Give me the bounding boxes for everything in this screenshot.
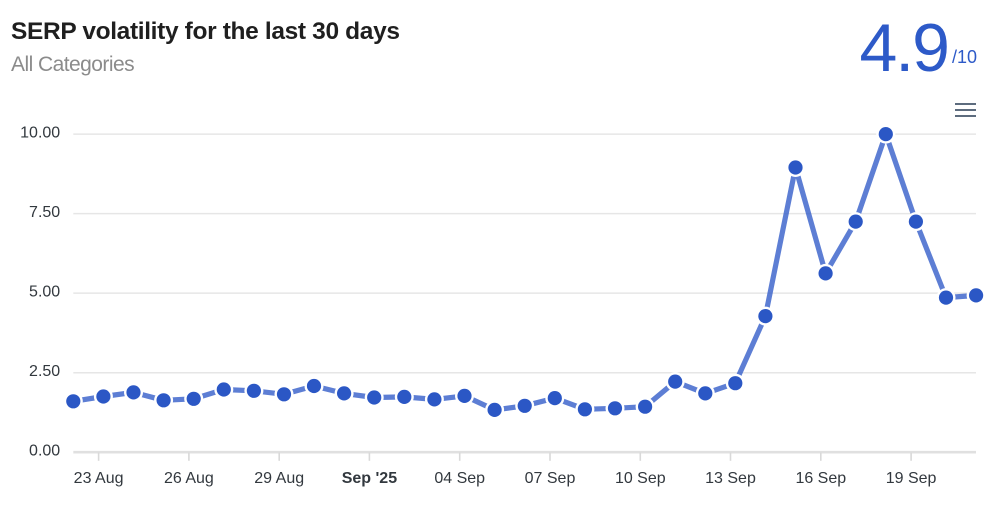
svg-text:26 Aug: 26 Aug	[164, 470, 214, 487]
svg-text:07 Sep: 07 Sep	[525, 470, 576, 487]
svg-text:04 Sep: 04 Sep	[434, 470, 485, 487]
svg-text:2.50: 2.50	[29, 363, 60, 380]
svg-text:19 Sep: 19 Sep	[886, 470, 937, 487]
svg-text:29 Aug: 29 Aug	[254, 470, 304, 487]
svg-text:5.00: 5.00	[29, 284, 60, 301]
svg-text:0.00: 0.00	[29, 443, 60, 460]
svg-text:10.00: 10.00	[20, 125, 60, 142]
svg-text:7.50: 7.50	[29, 204, 60, 221]
svg-text:13 Sep: 13 Sep	[705, 470, 756, 487]
svg-text:16 Sep: 16 Sep	[795, 470, 846, 487]
svg-text:Sep '25: Sep '25	[342, 470, 397, 487]
svg-text:10 Sep: 10 Sep	[615, 470, 666, 487]
svg-text:23 Aug: 23 Aug	[74, 470, 124, 487]
